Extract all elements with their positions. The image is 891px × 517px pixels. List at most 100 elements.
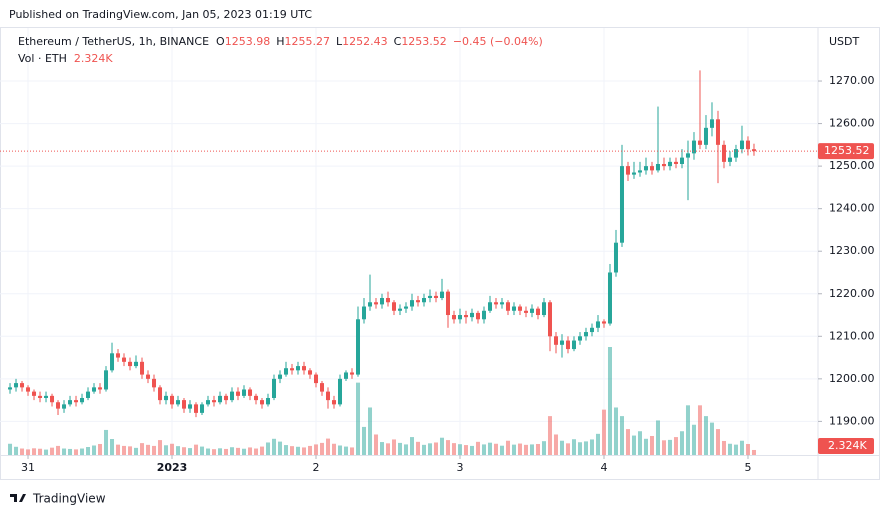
brand-logo [10, 494, 26, 502]
candle-body [74, 400, 79, 403]
volume-bar [511, 444, 516, 455]
volume-bar [242, 448, 247, 455]
candle-body [152, 378, 157, 388]
volume-bar [649, 435, 654, 455]
volume-bar [595, 433, 600, 455]
volume-bar [709, 422, 714, 455]
candle-body [8, 387, 13, 390]
volume-bar [661, 440, 666, 455]
candle-body [661, 163, 666, 167]
volume-bar [469, 445, 474, 455]
candle-body [673, 161, 678, 164]
volume-bar [68, 448, 73, 455]
volume-bar [272, 438, 277, 455]
volume-bar [685, 405, 690, 455]
volume-bar [170, 443, 175, 455]
candle-body [451, 315, 456, 320]
volume-bar [577, 442, 582, 455]
candle-body [739, 140, 744, 150]
candle-body [344, 372, 349, 379]
x-tick-label: 31 [21, 461, 35, 474]
volume-bar [517, 443, 522, 455]
volume-bar [739, 440, 744, 455]
volume-bar [50, 447, 55, 455]
volume-bar [451, 443, 456, 455]
candle-body [314, 374, 319, 384]
volume-bar [146, 444, 151, 455]
volume-bar [727, 443, 732, 455]
candle-body [619, 166, 624, 243]
candle-body [122, 357, 127, 362]
candle-body [523, 310, 528, 313]
candle-body [511, 306, 516, 311]
candle-body [415, 300, 420, 303]
candle-body [302, 366, 307, 371]
candle-body [326, 391, 331, 401]
candle-body [577, 336, 582, 341]
y-tick-label: 1270.00 [829, 74, 875, 87]
candle-body [374, 302, 379, 305]
candle-body [308, 370, 313, 375]
candle-body [368, 302, 373, 307]
candle-body [170, 395, 175, 405]
volume-bar [320, 442, 325, 455]
volume-bar [374, 434, 379, 455]
candle-body [44, 395, 49, 398]
volume-bar [398, 442, 403, 455]
candle-body [481, 310, 486, 320]
volume-bar [20, 448, 25, 455]
candle-body [392, 302, 397, 311]
candle-body [631, 172, 636, 175]
y-tick-label: 1210.00 [829, 329, 875, 342]
legend-item: 1255.27 [284, 35, 330, 48]
volume-bar [218, 448, 223, 455]
volume-bar [212, 449, 217, 455]
candle-body [679, 157, 684, 164]
candle-body [338, 378, 343, 405]
candle-body [212, 400, 217, 403]
candle-body [733, 149, 738, 158]
last-price-label: 1253.52 [824, 144, 870, 157]
legend-item: 2.324K [74, 52, 113, 65]
candle-body [505, 302, 510, 311]
volume-bar [607, 347, 612, 455]
volume-bar [140, 443, 145, 455]
candle-body [68, 400, 73, 405]
x-tick-label: 2023 [157, 461, 188, 474]
volume-bar [164, 445, 169, 455]
legend-item: H [276, 35, 284, 48]
candle-body [691, 140, 696, 154]
candle-body [529, 308, 534, 313]
volume-bar [32, 448, 37, 455]
volume-bar [481, 444, 486, 455]
candle-body [134, 361, 139, 367]
volume-bar [134, 447, 139, 455]
volume-bar [523, 444, 528, 455]
candle-body [649, 166, 654, 171]
candle-body [601, 321, 606, 324]
volume-bar [38, 448, 43, 455]
volume-bar [122, 445, 127, 455]
candle-body [433, 295, 438, 299]
volume-bar [332, 443, 337, 455]
y-tick-label: 1240.00 [829, 202, 875, 215]
volume-tag [818, 438, 874, 454]
candle-body [62, 404, 67, 409]
candle-body [158, 387, 163, 401]
volume-bar [475, 441, 480, 455]
candle-body [583, 332, 588, 337]
volume-bar [439, 437, 444, 455]
candle-body [457, 315, 462, 320]
candle-body [230, 391, 235, 401]
volume-bar [559, 440, 564, 455]
volume-bar [655, 420, 660, 455]
candle-body [493, 302, 498, 305]
candle-body [176, 400, 181, 405]
volume-bar [80, 448, 85, 455]
volume-bar [745, 443, 750, 455]
candle-body [20, 383, 25, 388]
volume-bar [182, 447, 187, 455]
candle-body [164, 395, 169, 401]
volume-bar [188, 448, 193, 455]
volume-bar [733, 444, 738, 455]
